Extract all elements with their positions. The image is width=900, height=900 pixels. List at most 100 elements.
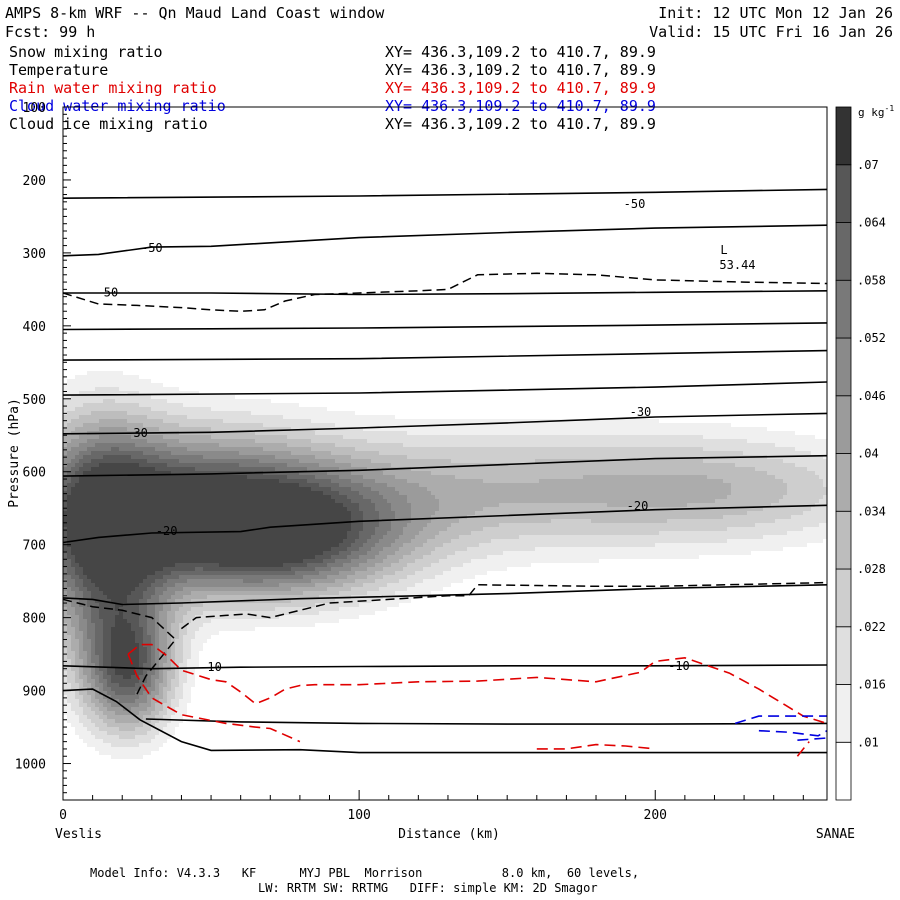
- snow-shade-cell: [119, 455, 123, 459]
- snow-shade-cell: [639, 503, 643, 507]
- snow-shade-cell: [243, 399, 247, 403]
- snow-shade-cell: [643, 511, 647, 515]
- snow-shade-cell: [811, 487, 815, 491]
- snow-shade-cell: [131, 387, 135, 391]
- snow-shade-cell: [347, 467, 351, 471]
- snow-shade-cell: [619, 443, 623, 447]
- snow-shade-cell: [683, 455, 687, 459]
- snow-shade-cell: [315, 483, 319, 487]
- snow-shade-cell: [307, 435, 311, 439]
- snow-shade-cell: [607, 443, 611, 447]
- snow-shade-cell: [647, 487, 651, 491]
- snow-shade-cell: [267, 423, 271, 427]
- snow-shade-cell: [727, 475, 731, 479]
- snow-shade-cell: [767, 491, 771, 495]
- snow-shade-cell: [207, 459, 211, 463]
- snow-shade-cell: [475, 447, 479, 451]
- snow-shade-cell: [167, 455, 171, 459]
- snow-shade-cell: [83, 403, 87, 407]
- snow-shade-cell: [303, 467, 307, 471]
- snow-shade-cell: [295, 507, 299, 511]
- snow-shade-cell: [243, 455, 247, 459]
- snow-shade-cell: [183, 435, 187, 439]
- snow-shade-cell: [623, 471, 627, 475]
- snow-shade-cell: [135, 415, 139, 419]
- snow-shade-cell: [651, 455, 655, 459]
- snow-shade-cell: [127, 379, 131, 383]
- snow-shade-cell: [183, 407, 187, 411]
- snow-shade-cell: [227, 419, 231, 423]
- snow-shade-cell: [139, 435, 143, 439]
- snow-shade-cell: [699, 451, 703, 455]
- snow-shade-cell: [115, 375, 119, 379]
- snow-shade-cell: [679, 423, 683, 427]
- snow-shade-cell: [611, 423, 615, 427]
- snow-shade-cell: [567, 487, 571, 491]
- snow-shade-cell: [531, 483, 535, 487]
- snow-shade-cell: [75, 467, 79, 471]
- snow-shade-cell: [147, 395, 151, 399]
- snow-shade-cell: [611, 487, 615, 491]
- snow-shade-cell: [523, 487, 527, 491]
- snow-shade-cell: [487, 499, 491, 503]
- snow-shade-cell: [83, 479, 87, 483]
- snow-shade-cell: [191, 443, 195, 447]
- snow-shade-cell: [811, 475, 815, 479]
- snow-shade-cell: [263, 427, 267, 431]
- snow-shade-cell: [551, 467, 555, 471]
- snow-shade-cell: [407, 491, 411, 495]
- snow-shade-cell: [259, 427, 263, 431]
- snow-shade-cell: [199, 487, 203, 491]
- snow-shade-cell: [723, 463, 727, 467]
- snow-shade-cell: [303, 423, 307, 427]
- snow-shade-cell: [255, 415, 259, 419]
- snow-shade-cell: [335, 483, 339, 487]
- snow-shade-cell: [331, 495, 335, 499]
- snow-shade-cell: [295, 475, 299, 479]
- snow-shade-cell: [223, 487, 227, 491]
- snow-shade-cell: [487, 503, 491, 507]
- snow-shade-cell: [591, 439, 595, 443]
- snow-shade-cell: [207, 439, 211, 443]
- snow-shade-cell: [163, 511, 167, 515]
- snow-shade-cell: [135, 495, 139, 499]
- snow-shade-cell: [115, 483, 119, 487]
- snow-shade-cell: [107, 439, 111, 443]
- snow-shade-cell: [635, 439, 639, 443]
- snow-shade-cell: [163, 387, 167, 391]
- snow-shade-cell: [179, 443, 183, 447]
- snow-shade-cell: [323, 411, 327, 415]
- snow-shade-cell: [119, 407, 123, 411]
- snow-shade-cell: [179, 495, 183, 499]
- snow-shade-cell: [607, 439, 611, 443]
- snow-shade-cell: [375, 459, 379, 463]
- snow-shade-cell: [307, 407, 311, 411]
- snow-shade-cell: [415, 459, 419, 463]
- snow-shade-cell: [663, 435, 667, 439]
- snow-shade-cell: [399, 483, 403, 487]
- snow-shade-cell: [307, 499, 311, 503]
- snow-shade-cell: [523, 435, 527, 439]
- snow-shade-cell: [583, 467, 587, 471]
- snow-shade-cell: [171, 387, 175, 391]
- snow-shade-cell: [143, 463, 147, 467]
- snow-shade-cell: [115, 467, 119, 471]
- snow-shade-cell: [343, 511, 347, 515]
- snow-shade-cell: [507, 427, 511, 431]
- snow-shade-cell: [611, 439, 615, 443]
- snow-shade-cell: [387, 499, 391, 503]
- snow-shade-cell: [303, 463, 307, 467]
- snow-shade-cell: [171, 483, 175, 487]
- snow-shade-cell: [583, 435, 587, 439]
- snow-shade-cell: [719, 475, 723, 479]
- snow-shade-cell: [719, 431, 723, 435]
- snow-shade-cell: [747, 491, 751, 495]
- snow-shade-cell: [359, 467, 363, 471]
- snow-shade-cell: [163, 419, 167, 423]
- snow-shade-cell: [215, 463, 219, 467]
- snow-shade-cell: [663, 471, 667, 475]
- snow-shade-cell: [415, 511, 419, 515]
- snow-shade-cell: [323, 503, 327, 507]
- snow-shade-cell: [747, 431, 751, 435]
- snow-shade-cell: [307, 507, 311, 511]
